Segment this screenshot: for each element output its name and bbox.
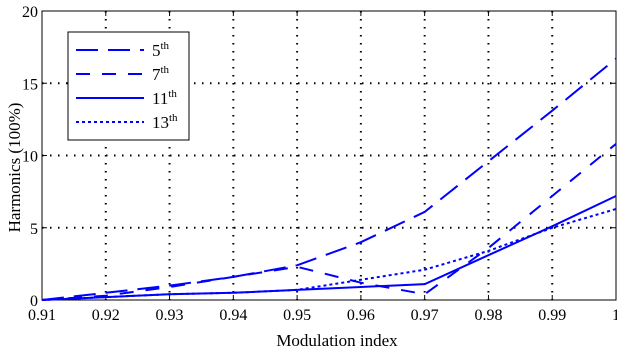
x-tick-label: 0.98 (474, 307, 502, 324)
x-tick-label: 0.94 (219, 307, 247, 324)
x-tick-label: 0.96 (347, 307, 375, 324)
x-tick-label: 0.95 (283, 307, 311, 324)
series-line-5 (41, 57, 617, 301)
x-tick-label: 0.99 (538, 307, 566, 324)
x-axis-label: Modulation index (276, 331, 398, 350)
y-tick-label: 20 (22, 4, 38, 21)
x-tick-label: 0.91 (28, 307, 56, 324)
x-tick-label: 1 (612, 307, 617, 324)
x-tick-label: 0.97 (411, 307, 439, 324)
y-tick-label: 10 (22, 149, 38, 166)
y-tick-label: 15 (22, 76, 38, 93)
y-tick-label: 0 (30, 293, 38, 310)
y-axis-label: Harmonics (100%) (5, 103, 24, 233)
series-line-7 (41, 143, 617, 301)
series-line-11 (41, 195, 617, 301)
axis-ticks: 0.91 0.92 0.93 0.94 0.95 0.96 0.97 0.98 0.99 1051… (22, 4, 617, 324)
series-lines (41, 57, 617, 301)
x-tick-label: 0.92 (92, 307, 120, 324)
x-tick-label: 0.93 (156, 307, 184, 324)
y-tick-label: 5 (30, 221, 38, 238)
